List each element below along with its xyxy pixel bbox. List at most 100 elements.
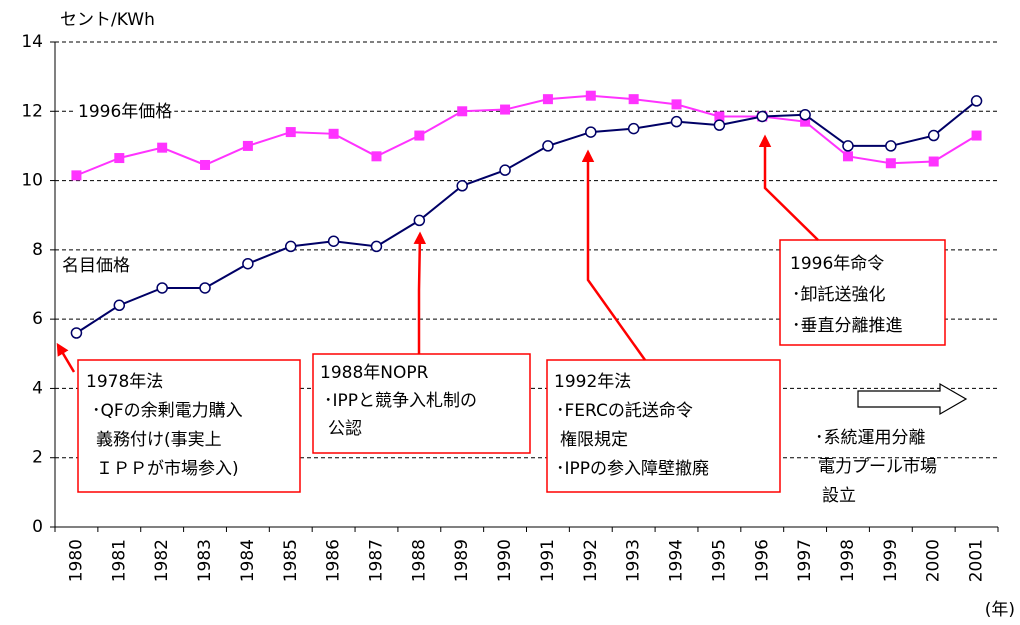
annotation-text: ･垂直分離推進 bbox=[792, 316, 903, 336]
annotation-text: 1992年法 bbox=[554, 372, 631, 392]
point bbox=[842, 140, 854, 152]
series-line bbox=[75, 100, 978, 334]
point bbox=[371, 151, 382, 162]
point bbox=[842, 151, 853, 162]
x-tick-label: 2001 bbox=[967, 539, 987, 582]
x-tick-label: 1988 bbox=[409, 539, 429, 582]
point bbox=[970, 95, 983, 107]
annotation-text: ･FERCの託送命令 bbox=[556, 401, 693, 421]
point bbox=[756, 110, 768, 123]
x-tick-label: 1991 bbox=[538, 539, 558, 582]
point bbox=[370, 240, 383, 253]
y-tick-label: 8 bbox=[32, 240, 43, 260]
arrow bbox=[56, 342, 76, 373]
x-tick-label: 2000 bbox=[924, 539, 944, 582]
x-tick-label: 1993 bbox=[624, 539, 644, 582]
annotation-text: 1988年NOPR bbox=[320, 363, 429, 383]
label-bg bbox=[76, 102, 175, 122]
x-tick-label: 1990 bbox=[495, 539, 515, 582]
y-tick-label: 6 bbox=[32, 309, 43, 329]
point bbox=[199, 282, 211, 294]
point bbox=[414, 130, 425, 141]
point bbox=[927, 129, 940, 142]
x-tick-label: 1994 bbox=[667, 539, 687, 582]
point bbox=[285, 127, 296, 138]
point bbox=[628, 94, 639, 105]
x-tick-label: 1998 bbox=[838, 539, 858, 582]
point bbox=[627, 122, 640, 135]
series-line bbox=[76, 94, 978, 177]
y-tick-label: 12 bbox=[21, 101, 43, 121]
annotation-text: 公認 bbox=[328, 419, 362, 439]
point bbox=[70, 327, 83, 339]
arrow bbox=[581, 149, 647, 361]
point bbox=[928, 156, 939, 167]
y-tick-label: 10 bbox=[21, 171, 43, 191]
annotation-text: ･QFの余剰電力購入 bbox=[92, 401, 243, 421]
y-tick-label: 0 bbox=[32, 517, 43, 537]
arrow bbox=[413, 231, 427, 354]
annotation-text: ･IPPの参入障壁撤廃 bbox=[556, 459, 709, 479]
point bbox=[713, 119, 726, 131]
x-tick-label: 1982 bbox=[152, 539, 172, 582]
annotation-text: 電力プール市場 bbox=[818, 457, 937, 477]
point bbox=[242, 257, 254, 270]
point bbox=[971, 130, 982, 141]
annotation-text: ･IPPと競争入札制の bbox=[324, 391, 477, 411]
point bbox=[885, 158, 896, 169]
point bbox=[542, 140, 554, 152]
point bbox=[114, 153, 125, 164]
series-label: 1996年価格 bbox=[78, 102, 172, 122]
point bbox=[327, 235, 340, 247]
y-tick-label: 2 bbox=[32, 448, 43, 468]
x-tick-label: 1981 bbox=[109, 539, 129, 582]
point bbox=[800, 116, 811, 127]
y-tick-label: 14 bbox=[21, 32, 43, 52]
x-tick-label: 1989 bbox=[452, 539, 472, 582]
annotation-text: 権限規定 bbox=[560, 430, 628, 450]
x-tick-label: 1997 bbox=[795, 539, 815, 582]
x-tick-label: 1985 bbox=[281, 539, 301, 582]
annotation-text: ･卸託送強化 bbox=[792, 285, 886, 305]
annotation-text: 1978年法 bbox=[86, 372, 163, 392]
point bbox=[585, 126, 597, 138]
x-tick-label: 1983 bbox=[195, 539, 215, 582]
point bbox=[413, 214, 426, 227]
point bbox=[156, 282, 168, 294]
annotation-text: ＩＰＰが市場参入) bbox=[96, 459, 239, 479]
point bbox=[714, 111, 725, 122]
x-tick-label: 1999 bbox=[881, 539, 901, 582]
point bbox=[157, 142, 168, 153]
annotation-box bbox=[312, 353, 531, 454]
annotation-text: 義務付け(事実上 bbox=[96, 430, 222, 450]
point bbox=[671, 99, 682, 110]
point bbox=[456, 180, 468, 192]
point bbox=[500, 104, 511, 115]
point bbox=[457, 106, 468, 117]
point bbox=[285, 240, 297, 253]
x-tick-label: 1980 bbox=[66, 539, 86, 582]
y-axis-label: セント/KWh bbox=[60, 10, 155, 30]
point bbox=[71, 170, 82, 181]
hollow-arrow bbox=[857, 382, 968, 416]
annotation-box bbox=[546, 359, 781, 493]
y-tick-label: 4 bbox=[32, 378, 43, 398]
x-tick-label: 1996 bbox=[752, 539, 772, 582]
annotation-box bbox=[77, 359, 301, 493]
point bbox=[799, 109, 811, 121]
point bbox=[113, 299, 126, 312]
point bbox=[328, 128, 339, 139]
point bbox=[542, 94, 553, 105]
x-tick-label: 1987 bbox=[366, 539, 386, 582]
arrow bbox=[758, 134, 819, 241]
point bbox=[670, 115, 683, 128]
x-tick-label: 1984 bbox=[238, 539, 258, 582]
x-tick-label: 1992 bbox=[581, 539, 601, 582]
annotation-box bbox=[779, 239, 946, 346]
x-axis-label: (年) bbox=[985, 600, 1015, 620]
annotation-text: ･系統運用分離 bbox=[815, 428, 926, 448]
point bbox=[499, 164, 511, 176]
x-tick-label: 1986 bbox=[324, 539, 344, 582]
point bbox=[885, 140, 897, 152]
